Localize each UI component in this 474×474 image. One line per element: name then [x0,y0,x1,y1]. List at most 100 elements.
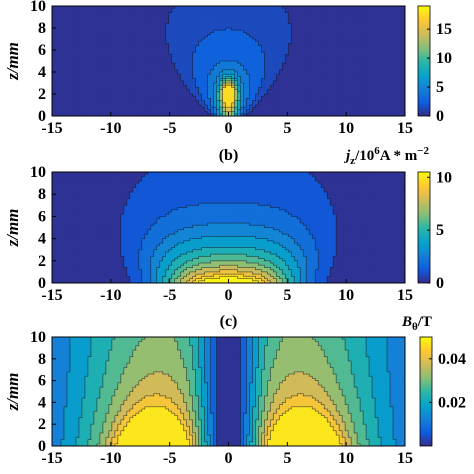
heatmap-cell [183,10,188,13]
heatmap-cell [249,32,253,35]
heatmap-cell [52,28,56,31]
heatmap-cell [345,10,349,13]
heatmap-cell [306,12,310,16]
heatmap-cell [294,32,298,35]
heatmap-cell [264,28,268,31]
heatmap-cell [165,30,170,33]
heatmap-cell [240,30,244,33]
heatmap-cell [336,17,340,20]
heatmap-cell [234,19,238,22]
heatmap-cell [99,19,104,22]
heatmap-cell [393,21,397,24]
heatmap-cell [87,23,92,27]
heatmap-cell [186,23,191,27]
heatmap-cell [279,17,283,20]
heatmap-cell [312,12,316,16]
heatmap-cell [291,19,295,22]
heatmap-cell [57,6,62,9]
heatmap-cell [303,32,307,35]
heatmap-cell [222,17,226,20]
heatmap-cell [393,23,397,27]
heatmap-cell [177,17,182,20]
heatmap-cell [312,23,316,27]
heatmap-cell [72,10,77,13]
heatmap-cell [189,30,193,33]
heatmap-cell [177,30,182,33]
heatmap-cell [222,12,226,16]
heatmap-cell [393,14,397,18]
heatmap-cell [105,10,110,13]
heatmap-cell [129,25,134,29]
heatmap-cell [225,25,229,29]
heatmap-cell [294,8,298,11]
heatmap-cell [252,21,256,24]
heatmap-cell [126,32,131,35]
heatmap-cell [327,6,331,9]
heatmap-cell [168,28,173,31]
heatmap-cell [186,14,191,18]
heatmap-cell [372,21,376,24]
heatmap-cell [393,25,397,29]
heatmap-cell [52,6,56,9]
heatmap-cell [120,8,125,11]
heatmap-cell [114,14,119,18]
heatmap-cell [258,6,262,9]
heatmap-cell [360,25,364,29]
heatmap-cell [255,30,259,33]
heatmap-cell [225,8,229,11]
heatmap-cell [93,17,98,20]
heatmap-cell [204,30,208,33]
heatmap-cell [132,25,137,29]
heatmap-cell [52,19,56,22]
heatmap-cell [258,30,262,33]
heatmap-cell [180,28,185,31]
heatmap-cell [120,21,125,24]
heatmap-cell [255,28,259,31]
heatmap-cell [402,12,406,16]
heatmap-cell [243,25,247,29]
heatmap-cell [192,10,196,13]
heatmap-cell [138,19,143,22]
heatmap-cell [351,10,355,13]
heatmap-cell [60,25,65,29]
heatmap-cell [234,6,238,9]
heatmap-cell [402,17,406,20]
heatmap-cell [195,6,199,9]
heatmap-cell [261,10,265,13]
heatmap-cell [387,19,391,22]
heatmap-cell [264,17,268,20]
heatmap-cell [213,14,217,18]
heatmap-cell [222,8,226,11]
heatmap-cell [372,17,376,20]
heatmap-cell [114,19,119,22]
heatmap-cell [198,25,202,29]
heatmap-cell [138,32,143,35]
heatmap-cell [300,25,304,29]
heatmap-cell [207,23,211,27]
heatmap-cell [198,12,202,16]
heatmap-cell [240,32,244,35]
heatmap-cell [156,17,161,20]
heatmap-cell [339,28,343,31]
heatmap-cell [126,6,131,9]
heatmap-cell [342,14,346,18]
heatmap-cell [267,8,271,11]
heatmap-cell [300,21,304,24]
heatmap-cell [213,23,217,27]
heatmap-cell [198,23,202,27]
heatmap-cell [162,30,167,33]
heatmap-cell [273,6,277,9]
heatmap-cell [285,12,289,16]
heatmap-cell [225,19,229,22]
heatmap-cell [291,30,295,33]
heatmap-cell [270,30,274,33]
heatmap-cell [234,30,238,33]
heatmap-cell [396,14,400,18]
heatmap-cell [279,8,283,11]
heatmap-cell [195,28,199,31]
heatmap-cell [372,19,376,22]
heatmap-cell [75,6,80,9]
heatmap-cell [360,10,364,13]
heatmap-cell [309,19,313,22]
heatmap-cell [129,17,134,20]
